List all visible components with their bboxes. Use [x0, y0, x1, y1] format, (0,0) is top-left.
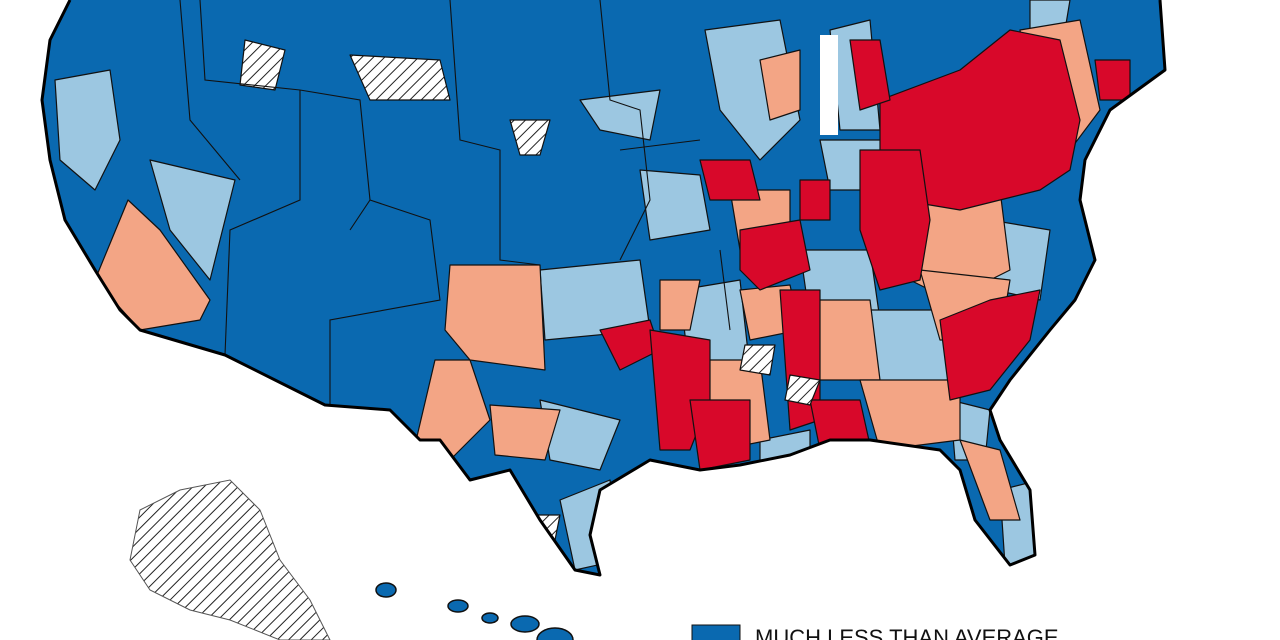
region-borders [179, 0, 731, 405]
no-data-regions [239, 39, 821, 541]
legend-swatch [691, 624, 741, 640]
legend-label: MUCH LESS THAN AVERAGE [755, 625, 1059, 640]
alaska [129, 479, 331, 640]
lake-michigan [820, 35, 838, 135]
legend: MUCH LESS THAN AVERAGE [691, 624, 1059, 640]
hawaii [375, 582, 574, 640]
red-regions [599, 29, 1131, 471]
us-outline [40, 0, 1167, 577]
